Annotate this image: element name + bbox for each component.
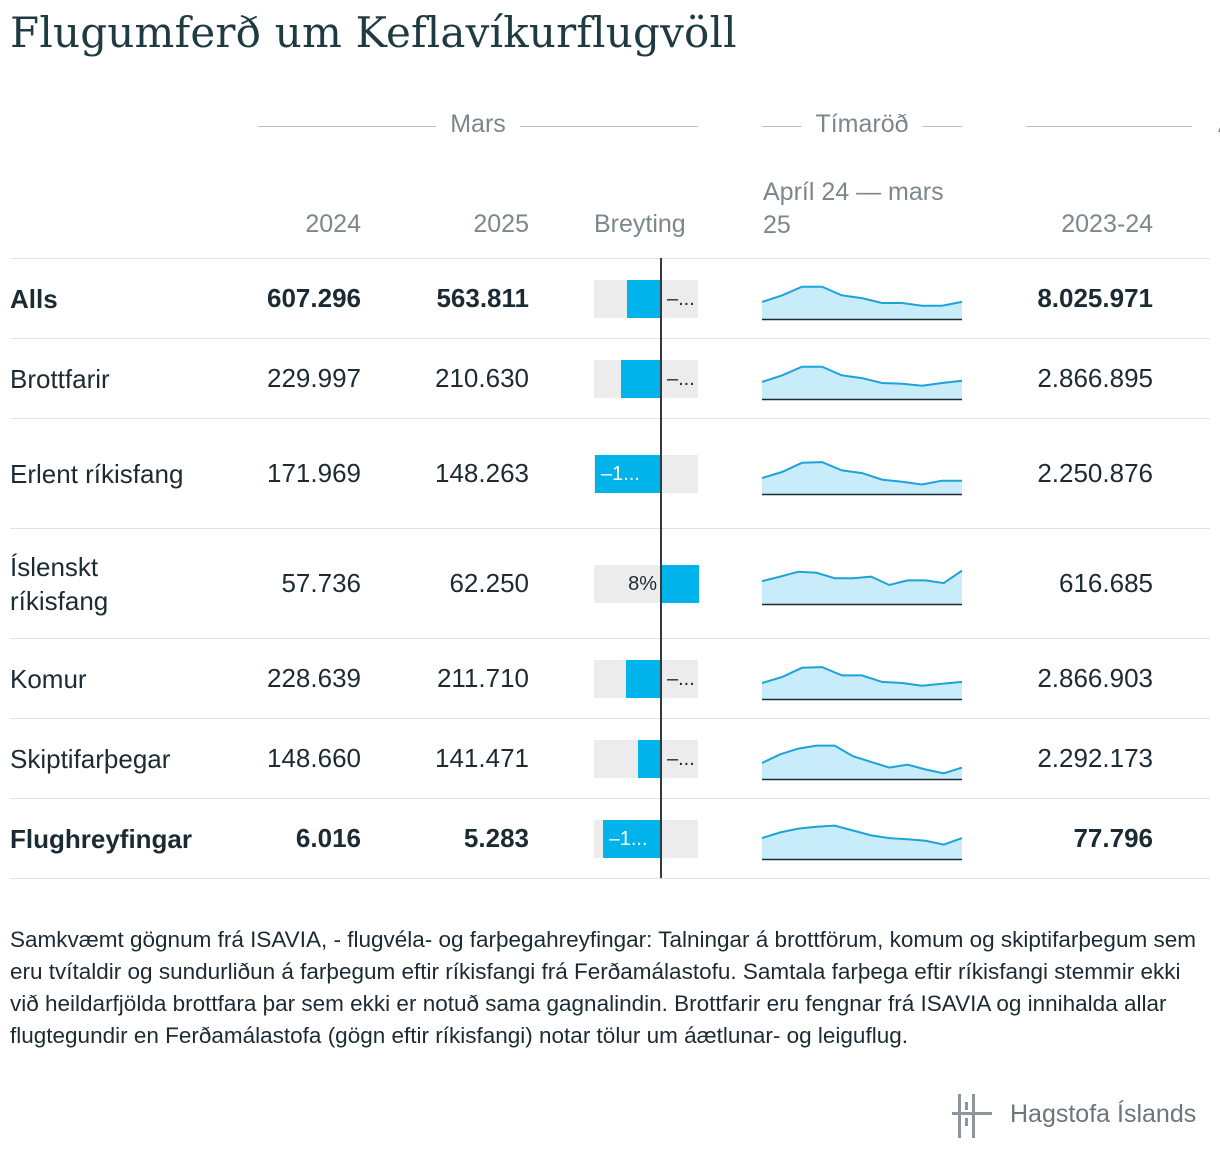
row-divider [10, 718, 1210, 719]
value-2023-24: 2.292.173 [1037, 743, 1153, 773]
change-bar [626, 280, 661, 318]
value-2024: 148.660 [267, 743, 361, 773]
sparkline-area [762, 570, 962, 604]
sparkline-line [761, 666, 963, 687]
value-2024: 6.016 [295, 823, 361, 853]
sparkline-area [762, 825, 962, 859]
footnote: Samkvæmt gögnum frá ISAVIA, - flugvéla- … [10, 927, 1196, 1048]
row-label: Komur [10, 664, 87, 694]
col-header-timeseries-line1: Apríl 24 — mars [763, 178, 944, 206]
value-2023-24: 616.685 [1059, 568, 1153, 598]
value-2023-24: 8.025.971 [1037, 283, 1153, 313]
group-header-timeseries: Tímaröð [762, 106, 962, 146]
row-divider [10, 528, 1210, 529]
header-divider [10, 258, 1210, 259]
group-header-mars: Mars [258, 106, 698, 146]
row-divider [10, 638, 1210, 639]
sparkline-line [761, 744, 963, 775]
row-label: Alls [10, 284, 58, 314]
sparkline-area [762, 366, 962, 399]
value-2025: 5.283 [463, 823, 529, 853]
change-bar [661, 565, 700, 603]
group-header-annual: A [1026, 106, 1220, 146]
col-header-2023-24: 2023-24 [1061, 210, 1153, 238]
value-2024: 607.296 [267, 283, 361, 313]
change-label: 8% [628, 573, 657, 595]
sparkline-area [762, 286, 962, 319]
sparkline-line [761, 365, 963, 387]
change-label: –... [667, 288, 695, 310]
row-divider [10, 418, 1210, 419]
change-bar [602, 820, 661, 858]
row-label: Erlent ríkisfang [10, 459, 184, 489]
sparkline-area [762, 667, 962, 699]
value-2025: 211.710 [436, 663, 529, 693]
change-bar [594, 455, 661, 493]
row-divider [10, 798, 1210, 799]
value-2024: 171.969 [267, 458, 361, 488]
hagstofa-logo-icon [952, 1094, 992, 1138]
col-header-2025: 2025 [473, 210, 529, 238]
row-label: Skiptifarþegar [10, 744, 171, 774]
sparkline [761, 824, 963, 861]
sparkline-line [761, 824, 963, 846]
value-2023-24: 2.866.903 [1037, 663, 1153, 693]
value-2025: 62.250 [449, 568, 529, 598]
sparkline-area [762, 462, 962, 494]
change-label: –1... [600, 463, 640, 485]
change-label: –... [667, 368, 695, 390]
change-label: –... [667, 748, 695, 770]
col-header-timeseries-line2: 25 [763, 211, 791, 239]
hagstofa-logo-text: Hagstofa Íslands [1010, 1100, 1197, 1128]
value-2025: 148.263 [435, 458, 529, 488]
sparkline-line [761, 285, 963, 307]
sparkline-line [761, 569, 963, 587]
change-label: –... [667, 668, 695, 690]
change-bar [625, 660, 661, 698]
group-header-annual-label: A [1212, 110, 1220, 139]
group-header-timeseries-label: Tímaröð [801, 110, 923, 139]
col-header-2024: 2024 [305, 210, 361, 238]
col-header-change: Breyting [594, 210, 686, 238]
value-2025: 210.630 [435, 363, 529, 393]
sparkline [761, 461, 962, 496]
value-2024: 228.639 [267, 663, 361, 693]
value-2024: 229.997 [267, 363, 361, 393]
sparkline [761, 744, 963, 781]
sparkline [761, 285, 963, 321]
row-label: Flughreyfingar [10, 824, 193, 854]
col-header-timeseries: Apríl 24 — mars 25 [763, 176, 944, 242]
sparkline [761, 569, 963, 606]
row-divider [10, 878, 1210, 879]
row-divider [10, 338, 1210, 339]
change-zero-axis [660, 258, 662, 878]
value-2023-24: 2.250.876 [1037, 458, 1153, 488]
change-label: –1... [608, 828, 648, 850]
group-header-mars-label: Mars [436, 110, 520, 139]
value-2025: 141.471 [435, 743, 529, 773]
row-label: Íslenskt ríkisfang [10, 552, 109, 616]
value-2023-24: 77.796 [1073, 823, 1153, 853]
value-2025: 563.811 [436, 283, 529, 313]
sparkline [761, 365, 963, 401]
change-bar [620, 360, 661, 398]
sparkline-area [762, 745, 962, 779]
value-2023-24: 2.866.895 [1037, 363, 1153, 393]
value-2024: 57.736 [281, 568, 361, 598]
page-title: Flugumferð um Keflavíkurflugvöll [10, 8, 737, 57]
hagstofa-logo: Hagstofa Íslands [952, 1092, 1202, 1142]
change-bar [638, 740, 661, 778]
row-label: Brottfarir [10, 364, 110, 394]
sparkline [761, 666, 963, 701]
sparkline-line [761, 461, 962, 486]
